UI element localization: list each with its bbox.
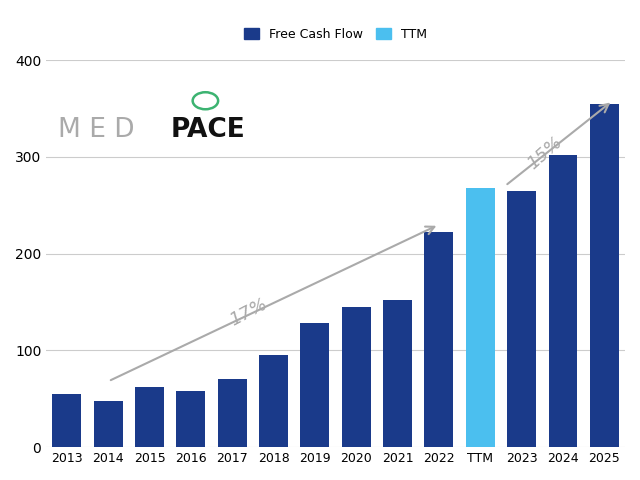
Text: 17%: 17%	[227, 295, 271, 330]
Bar	[300, 324, 330, 447]
Bar	[548, 155, 577, 447]
Legend: Free Cash Flow, TTM: Free Cash Flow, TTM	[244, 28, 427, 41]
Bar	[466, 188, 495, 447]
Bar	[259, 355, 288, 447]
Bar	[424, 232, 453, 447]
Bar	[507, 191, 536, 447]
Bar	[218, 379, 247, 447]
Bar	[342, 307, 371, 447]
Text: M E D: M E D	[58, 117, 134, 143]
Bar	[383, 300, 412, 447]
Bar	[590, 104, 619, 447]
Bar	[135, 387, 164, 447]
Bar	[52, 394, 81, 447]
Text: 15%: 15%	[524, 133, 565, 173]
Bar	[177, 391, 205, 447]
Bar	[94, 401, 123, 447]
Text: PACE: PACE	[171, 117, 245, 143]
